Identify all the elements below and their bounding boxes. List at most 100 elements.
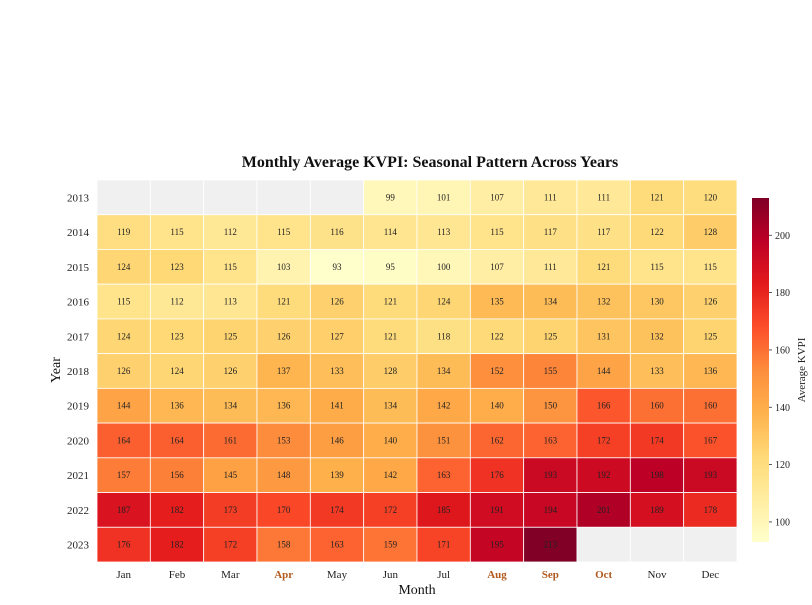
cell-value-label: 124 — [170, 366, 184, 376]
cell-value-label: 115 — [650, 262, 664, 272]
x-tick-label: May — [327, 569, 348, 581]
heatmap-cell — [416, 492, 471, 528]
heatmap-cell — [149, 422, 205, 459]
cell-value-label: 100 — [437, 262, 451, 272]
heatmap-cell — [523, 283, 578, 320]
cell-value-label: 113 — [437, 227, 451, 237]
heatmap-cell — [469, 387, 525, 424]
heatmap-cell — [683, 318, 738, 355]
cell-value-label: 172 — [384, 505, 398, 515]
colorbar-tick-label: 100 — [775, 517, 790, 528]
heatmap-cell — [96, 387, 151, 424]
heatmap-cell — [363, 249, 418, 285]
heatmap-cell — [576, 422, 631, 459]
cell-value-label: 95 — [386, 262, 396, 272]
y-tick-label: 2015 — [67, 262, 90, 274]
y-tick-label: 2014 — [67, 227, 90, 239]
heatmap-cell — [469, 249, 525, 285]
cell-value-label: 134 — [384, 401, 398, 411]
heatmap-cell — [683, 353, 738, 389]
cell-value-label: 170 — [277, 505, 291, 515]
cell-value-label: 122 — [650, 227, 664, 237]
cell-value-label: 124 — [117, 331, 131, 341]
cell-value-label: 137 — [277, 366, 291, 376]
heatmap-cell — [363, 422, 418, 459]
heatmap-cell — [309, 214, 365, 250]
cell-value-label: 111 — [544, 262, 557, 272]
heatmap-cell — [469, 283, 525, 320]
cell-value-label: 194 — [544, 505, 558, 515]
cell-value-label: 107 — [490, 262, 504, 272]
heatmap-cell — [523, 526, 578, 563]
cell-value-label: 125 — [704, 331, 718, 341]
cell-value-label: 111 — [597, 192, 610, 202]
heatmap-cell — [203, 249, 258, 285]
heatmap-cell — [203, 214, 258, 250]
cell-value-label: 178 — [704, 505, 718, 515]
cell-value-label: 136 — [170, 401, 184, 411]
heatmap-cell — [149, 318, 205, 355]
cell-value-label: 125 — [224, 331, 238, 341]
cell-value-label: 164 — [170, 435, 184, 445]
cell-value-label: 123 — [170, 331, 184, 341]
cell-value-label: 134 — [544, 297, 558, 307]
heatmap-cell — [363, 353, 418, 389]
heatmap-cell — [309, 526, 365, 563]
heatmap-cell — [256, 179, 311, 216]
heatmap-cell — [469, 457, 525, 493]
x-tick-label: Mar — [221, 569, 240, 581]
cell-value-label: 144 — [117, 401, 131, 411]
cell-value-label: 134 — [437, 366, 451, 376]
cell-value-label: 128 — [384, 366, 398, 376]
cell-value-label: 173 — [224, 505, 238, 515]
heatmap-cell — [256, 249, 311, 285]
cell-value-label: 151 — [437, 435, 451, 445]
cell-value-label: 113 — [224, 297, 238, 307]
heatmap-cell — [256, 492, 311, 528]
heatmap-cell — [363, 283, 418, 320]
heatmap-cell — [576, 318, 631, 355]
cell-value-label: 166 — [597, 401, 611, 411]
colorbar: 100 120 140 160 180 200 — [752, 198, 790, 542]
heatmap-cell — [256, 422, 311, 459]
cell-value-label: 119 — [117, 227, 131, 237]
cell-value-label: 174 — [650, 435, 664, 445]
cell-value-label: 195 — [490, 540, 504, 550]
heatmap-cell — [576, 526, 631, 563]
heatmap-cell — [96, 249, 151, 285]
heatmap-cell — [629, 179, 685, 216]
cell-value-label: 124 — [117, 262, 131, 272]
cell-value-label: 148 — [277, 470, 291, 480]
heatmap-cell — [629, 387, 685, 424]
cell-value-label: 201 — [597, 505, 611, 515]
cell-value-label: 150 — [544, 401, 558, 411]
heatmap-cell — [683, 492, 738, 528]
cell-value-label: 158 — [277, 540, 291, 550]
cell-value-label: 118 — [437, 331, 451, 341]
x-tick-label: Oct — [595, 569, 612, 581]
cell-value-label: 144 — [597, 366, 611, 376]
cell-value-label: 139 — [330, 470, 344, 480]
heatmap-cell — [96, 179, 151, 216]
x-axis-ticks: Jan Feb Mar Apr May Jun Jul Aug Sep Oct Nov Dec — [116, 569, 719, 581]
cell-value-label: 157 — [117, 470, 131, 480]
cell-value-label: 192 — [597, 470, 611, 480]
heatmap-cell — [203, 318, 258, 355]
x-tick-label: Apr — [274, 569, 293, 581]
cell-value-label: 135 — [490, 297, 504, 307]
cell-value-label: 112 — [170, 297, 183, 307]
cell-value-label: 126 — [117, 366, 131, 376]
cell-value-label: 111 — [544, 192, 557, 202]
cell-value-label: 160 — [650, 401, 664, 411]
cell-value-label: 171 — [437, 540, 451, 550]
cell-value-label: 112 — [224, 227, 237, 237]
heatmap-cells — [96, 179, 738, 563]
heatmap-cell — [469, 179, 525, 216]
colorbar-tick-label: 200 — [775, 231, 790, 242]
heatmap-cell — [523, 387, 578, 424]
cell-value-label: 140 — [384, 435, 398, 445]
heatmap-cell — [416, 214, 471, 250]
cell-value-label: 122 — [490, 331, 504, 341]
heatmap-cell — [523, 214, 578, 250]
cell-value-label: 126 — [224, 366, 238, 376]
